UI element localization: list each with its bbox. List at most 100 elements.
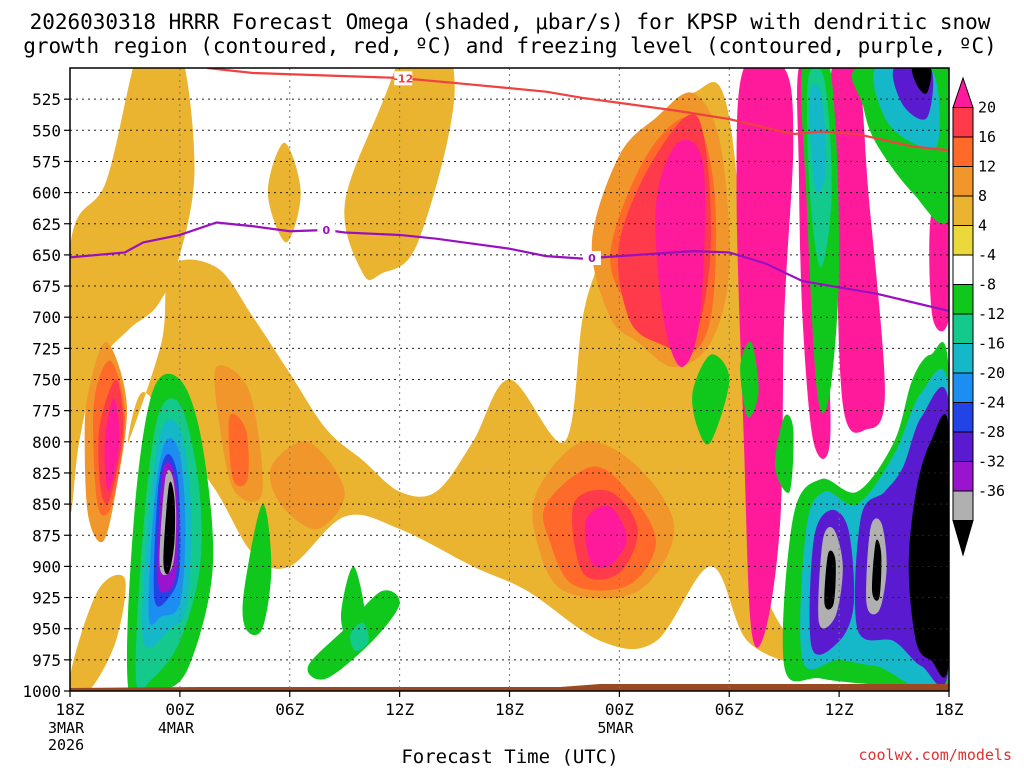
colorbar-label: -20 <box>978 364 1005 382</box>
terrain-ground <box>70 684 949 691</box>
omega-region <box>692 354 730 445</box>
omega-region <box>104 398 120 492</box>
date-label: 5MAR <box>597 719 634 737</box>
freezing-contour-line <box>70 221 949 313</box>
omega-region <box>70 574 126 691</box>
omega-region <box>349 622 369 652</box>
colorbar-segment <box>952 372 974 403</box>
colorbar-label: -16 <box>978 335 1005 353</box>
pressure-tick-label: 1000 <box>22 682 61 701</box>
colorbar-label: -24 <box>978 394 1005 412</box>
credit-text: coolwx.com/models <box>858 746 1012 764</box>
pressure-tick-label: 625 <box>32 215 61 234</box>
temperature-contours: -12 0 0 <box>70 68 949 313</box>
pressure-tick-label: 725 <box>32 339 61 358</box>
omega-region <box>70 68 195 513</box>
pressure-tick-label: 575 <box>32 152 61 171</box>
pressure-tick-label: 800 <box>32 433 61 452</box>
pressure-tick-label: 825 <box>32 464 61 483</box>
x-axis-title: Forecast Time (UTC) <box>401 746 618 768</box>
colorbar-bottom-arrow <box>952 520 974 557</box>
freezing-contour-label-bg <box>317 222 336 237</box>
colorbar-top-arrow <box>952 76 974 108</box>
pressure-tick-label: 875 <box>32 526 61 545</box>
colorbar-segment <box>952 343 974 374</box>
colorbar-label: -32 <box>978 453 1005 471</box>
omega-region <box>809 84 827 193</box>
colorbar-segment <box>952 284 974 315</box>
colorbar-label: -12 <box>978 305 1005 323</box>
colorbar-label: 20 <box>978 99 996 117</box>
colorbar-segment <box>952 195 974 226</box>
omega-region <box>585 505 627 569</box>
time-tick-label: 18Z <box>56 700 85 719</box>
pressure-tick-label: 775 <box>32 402 61 421</box>
time-tick-label: 00Z <box>165 700 194 719</box>
pressure-axis: 525 550 575 600 625 650 675 700 725 750 775 800 825 8… <box>22 90 70 701</box>
pressure-tick-label: 525 <box>32 90 61 109</box>
colorbar-label: 4 <box>978 217 987 235</box>
time-tick-label: 12Z <box>825 700 854 719</box>
dendritic-contour-line <box>207 68 949 152</box>
omega-region <box>228 413 249 487</box>
pressure-tick-label: 750 <box>32 371 61 390</box>
colorbar-segment <box>952 225 974 256</box>
freezing-contour-label-bg <box>582 251 601 266</box>
dendritic-contour-label: -12 <box>393 72 413 85</box>
time-tick-label: 00Z <box>605 700 634 719</box>
freezing-contour-label: 0 <box>323 224 331 237</box>
omega-colorbar: 20 16 12 8 4 -4 -8 -12 -16 -20 -24 -28 -32 -36 <box>952 76 1005 557</box>
time-tick-label: 12Z <box>385 700 414 719</box>
pressure-tick-label: 950 <box>32 620 61 639</box>
pressure-tick-label: 850 <box>32 495 61 514</box>
date-label: 4MAR <box>158 719 195 737</box>
colorbar-segment <box>952 431 974 462</box>
plot-grid <box>70 68 949 692</box>
date-label: 3MAR <box>48 719 85 737</box>
omega-region <box>872 539 882 601</box>
date-label: 2026 <box>48 736 84 754</box>
freezing-contour-label: 0 <box>588 252 596 265</box>
time-tick-label: 18Z <box>495 700 524 719</box>
omega-region <box>163 481 176 575</box>
colorbar-label: 16 <box>978 128 996 146</box>
omega-region <box>655 139 706 367</box>
omega-region <box>242 503 272 636</box>
colorbar-label: 8 <box>978 187 987 205</box>
pressure-tick-label: 550 <box>32 121 61 140</box>
omega-region <box>830 68 885 433</box>
omega-shading <box>70 68 949 691</box>
colorbar-segment <box>952 461 974 492</box>
colorbar-label: -4 <box>978 246 996 264</box>
omega-region <box>824 550 836 610</box>
colorbar-segment <box>952 107 974 138</box>
colorbar-segment <box>952 490 974 521</box>
colorbar-label: -28 <box>978 423 1005 441</box>
omega-region <box>736 68 794 648</box>
colorbar-segment <box>952 402 974 433</box>
dendritic-contour-label-bg <box>394 71 413 86</box>
omega-region <box>911 68 932 94</box>
pressure-tick-label: 600 <box>32 184 61 203</box>
pressure-tick-label: 925 <box>32 589 61 608</box>
time-tick-label: 18Z <box>935 700 964 719</box>
chart-title-line-1: 2026030318 HRRR Forecast Omega (shaded, … <box>30 10 991 34</box>
pressure-tick-label: 975 <box>32 651 61 670</box>
time-tick-label: 06Z <box>275 700 304 719</box>
colorbar-label: -8 <box>978 276 996 294</box>
time-tick-label: 06Z <box>715 700 744 719</box>
omega-region <box>908 414 949 678</box>
colorbar-segment <box>952 254 974 285</box>
pressure-tick-label: 900 <box>32 557 61 576</box>
colorbar-segment <box>952 136 974 167</box>
pressure-tick-label: 650 <box>32 246 61 265</box>
pressure-tick-label: 700 <box>32 308 61 327</box>
pressure-tick-label: 675 <box>32 277 61 296</box>
chart-title-line-2: growth region (contoured, red, ºC) and f… <box>23 34 997 58</box>
colorbar-label: -36 <box>978 482 1005 500</box>
omega-region <box>267 142 301 243</box>
omega-region <box>344 68 455 280</box>
colorbar-segment <box>952 313 974 344</box>
